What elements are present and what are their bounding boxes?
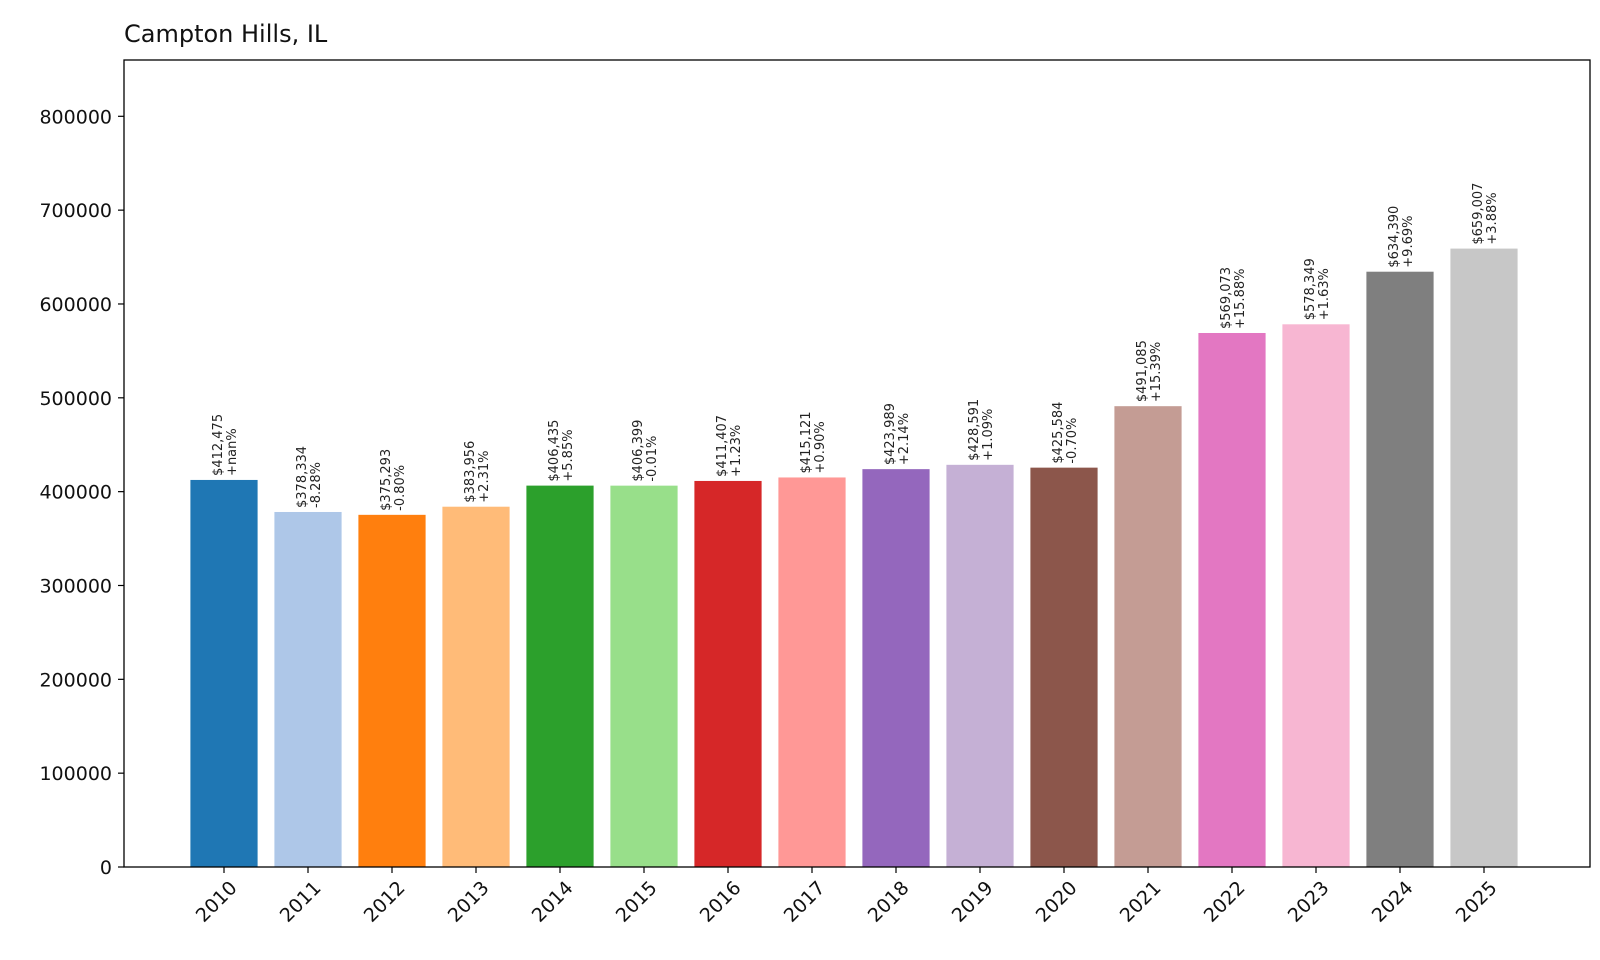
y-tick-label-800000: 800000 xyxy=(39,106,112,128)
bars-layer xyxy=(190,248,1518,868)
data-label-2015: $406,399-0.01% xyxy=(631,420,660,482)
y-tick-label-200000: 200000 xyxy=(39,669,112,691)
x-axis: 2010 2011 2012 2013 2014 2015 2016 2017 2018 2019… xyxy=(192,867,1502,927)
bar-2017 xyxy=(778,477,846,867)
change-label: +2.14% xyxy=(897,413,912,465)
change-label: -0.80% xyxy=(393,465,408,511)
change-label: -0.70% xyxy=(1065,418,1080,464)
data-label-2010: $412,475+nan% xyxy=(211,414,240,476)
value-label: $378,334 xyxy=(295,446,310,508)
value-label: $375,293 xyxy=(379,449,394,511)
bar-2010 xyxy=(190,479,258,867)
y-tick-label-700000: 700000 xyxy=(39,200,112,222)
bar-2012 xyxy=(358,514,426,867)
value-label: $406,399 xyxy=(631,420,646,482)
x-tick-label-2022: 2022 xyxy=(1200,877,1250,927)
data-label-2012: $375,293-0.80% xyxy=(379,449,408,511)
change-label: +1.09% xyxy=(981,409,996,461)
bar-2018 xyxy=(862,469,930,867)
value-label: $411,407 xyxy=(715,415,730,477)
y-tick-label-300000: 300000 xyxy=(39,575,112,597)
change-label: +2.31% xyxy=(477,451,492,503)
change-label: +9.69% xyxy=(1401,216,1416,268)
x-tick-label-2025: 2025 xyxy=(1452,877,1502,927)
data-label-2018: $423,989+2.14% xyxy=(883,403,912,465)
value-label: $491,085 xyxy=(1135,340,1150,402)
data-labels-layer: $412,475+nan% $378,334-8.28% $375,293-0.80… xyxy=(211,183,1500,511)
change-label: +1.63% xyxy=(1317,268,1332,320)
change-label: +nan% xyxy=(225,428,240,476)
data-label-2024: $634,390+9.69% xyxy=(1387,206,1416,268)
value-label: $634,390 xyxy=(1387,206,1402,268)
data-label-2014: $406,435+5.85% xyxy=(547,420,576,482)
x-tick-label-2023: 2023 xyxy=(1284,877,1334,927)
value-label: $406,435 xyxy=(547,420,562,482)
x-tick-label-2016: 2016 xyxy=(696,877,746,927)
data-label-2021: $491,085+15.39% xyxy=(1135,340,1164,402)
value-label: $415,121 xyxy=(799,411,814,473)
value-label: $425,584 xyxy=(1051,402,1066,464)
bar-2023 xyxy=(1282,324,1350,867)
bar-2022 xyxy=(1198,332,1266,867)
value-label: $423,989 xyxy=(883,403,898,465)
x-tick-label-2018: 2018 xyxy=(864,877,914,927)
change-label: +1.23% xyxy=(729,425,744,477)
data-label-2025: $659,007+3.88% xyxy=(1471,183,1500,245)
bar-2016 xyxy=(694,480,762,867)
data-label-2022: $569,073+15.88% xyxy=(1219,267,1248,329)
plot-frame xyxy=(123,59,1591,868)
x-tick-label-2012: 2012 xyxy=(360,877,410,927)
change-label: +15.39% xyxy=(1149,342,1164,402)
x-tick-label-2017: 2017 xyxy=(780,877,830,927)
data-label-2019: $428,591+1.09% xyxy=(967,399,996,461)
x-tick-label-2019: 2019 xyxy=(948,877,998,927)
x-tick-label-2013: 2013 xyxy=(444,877,494,927)
x-tick-label-2021: 2021 xyxy=(1116,877,1166,927)
y-axis: 0 100000 200000 300000 400000 500000 600000 700… xyxy=(39,106,124,879)
y-tick-label-600000: 600000 xyxy=(39,294,112,316)
value-label: $412,475 xyxy=(211,414,226,476)
y-tick-label-0: 0 xyxy=(100,857,112,879)
bar-2025 xyxy=(1450,248,1518,868)
bar-2011 xyxy=(274,511,342,867)
bar-2019 xyxy=(946,464,1014,867)
y-tick-label-400000: 400000 xyxy=(39,482,112,504)
change-label: +15.88% xyxy=(1233,269,1248,329)
bar-2014 xyxy=(526,485,594,867)
bar-2020 xyxy=(1030,467,1098,867)
y-tick-label-100000: 100000 xyxy=(39,763,112,785)
value-label: $428,591 xyxy=(967,399,982,461)
change-label: +5.85% xyxy=(561,429,576,481)
bar-2024 xyxy=(1366,271,1434,867)
bar-2021 xyxy=(1114,406,1182,867)
change-label: +0.90% xyxy=(813,421,828,473)
value-label: $578,349 xyxy=(1303,258,1318,320)
change-label: +3.88% xyxy=(1485,192,1500,244)
data-label-2016: $411,407+1.23% xyxy=(715,415,744,477)
data-label-2017: $415,121+0.90% xyxy=(799,411,828,473)
x-tick-label-2010: 2010 xyxy=(192,877,242,927)
value-label: $659,007 xyxy=(1471,183,1486,245)
data-label-2013: $383,956+2.31% xyxy=(463,441,492,503)
data-label-2020: $425,584-0.70% xyxy=(1051,402,1080,464)
bar-2013 xyxy=(442,506,510,867)
x-tick-label-2020: 2020 xyxy=(1032,877,1082,927)
bar-2015 xyxy=(610,485,678,867)
y-tick-label-500000: 500000 xyxy=(39,388,112,410)
change-label: -0.01% xyxy=(645,436,660,482)
change-label: -8.28% xyxy=(309,462,324,508)
x-tick-label-2014: 2014 xyxy=(528,877,578,927)
x-tick-label-2015: 2015 xyxy=(612,877,662,927)
value-label: $383,956 xyxy=(463,441,478,503)
x-tick-label-2011: 2011 xyxy=(276,877,326,927)
data-label-2011: $378,334-8.28% xyxy=(295,446,324,508)
chart-title: Campton Hills, IL xyxy=(124,20,328,48)
x-tick-label-2024: 2024 xyxy=(1368,877,1418,927)
value-label: $569,073 xyxy=(1219,267,1234,329)
data-label-2023: $578,349+1.63% xyxy=(1303,258,1332,320)
